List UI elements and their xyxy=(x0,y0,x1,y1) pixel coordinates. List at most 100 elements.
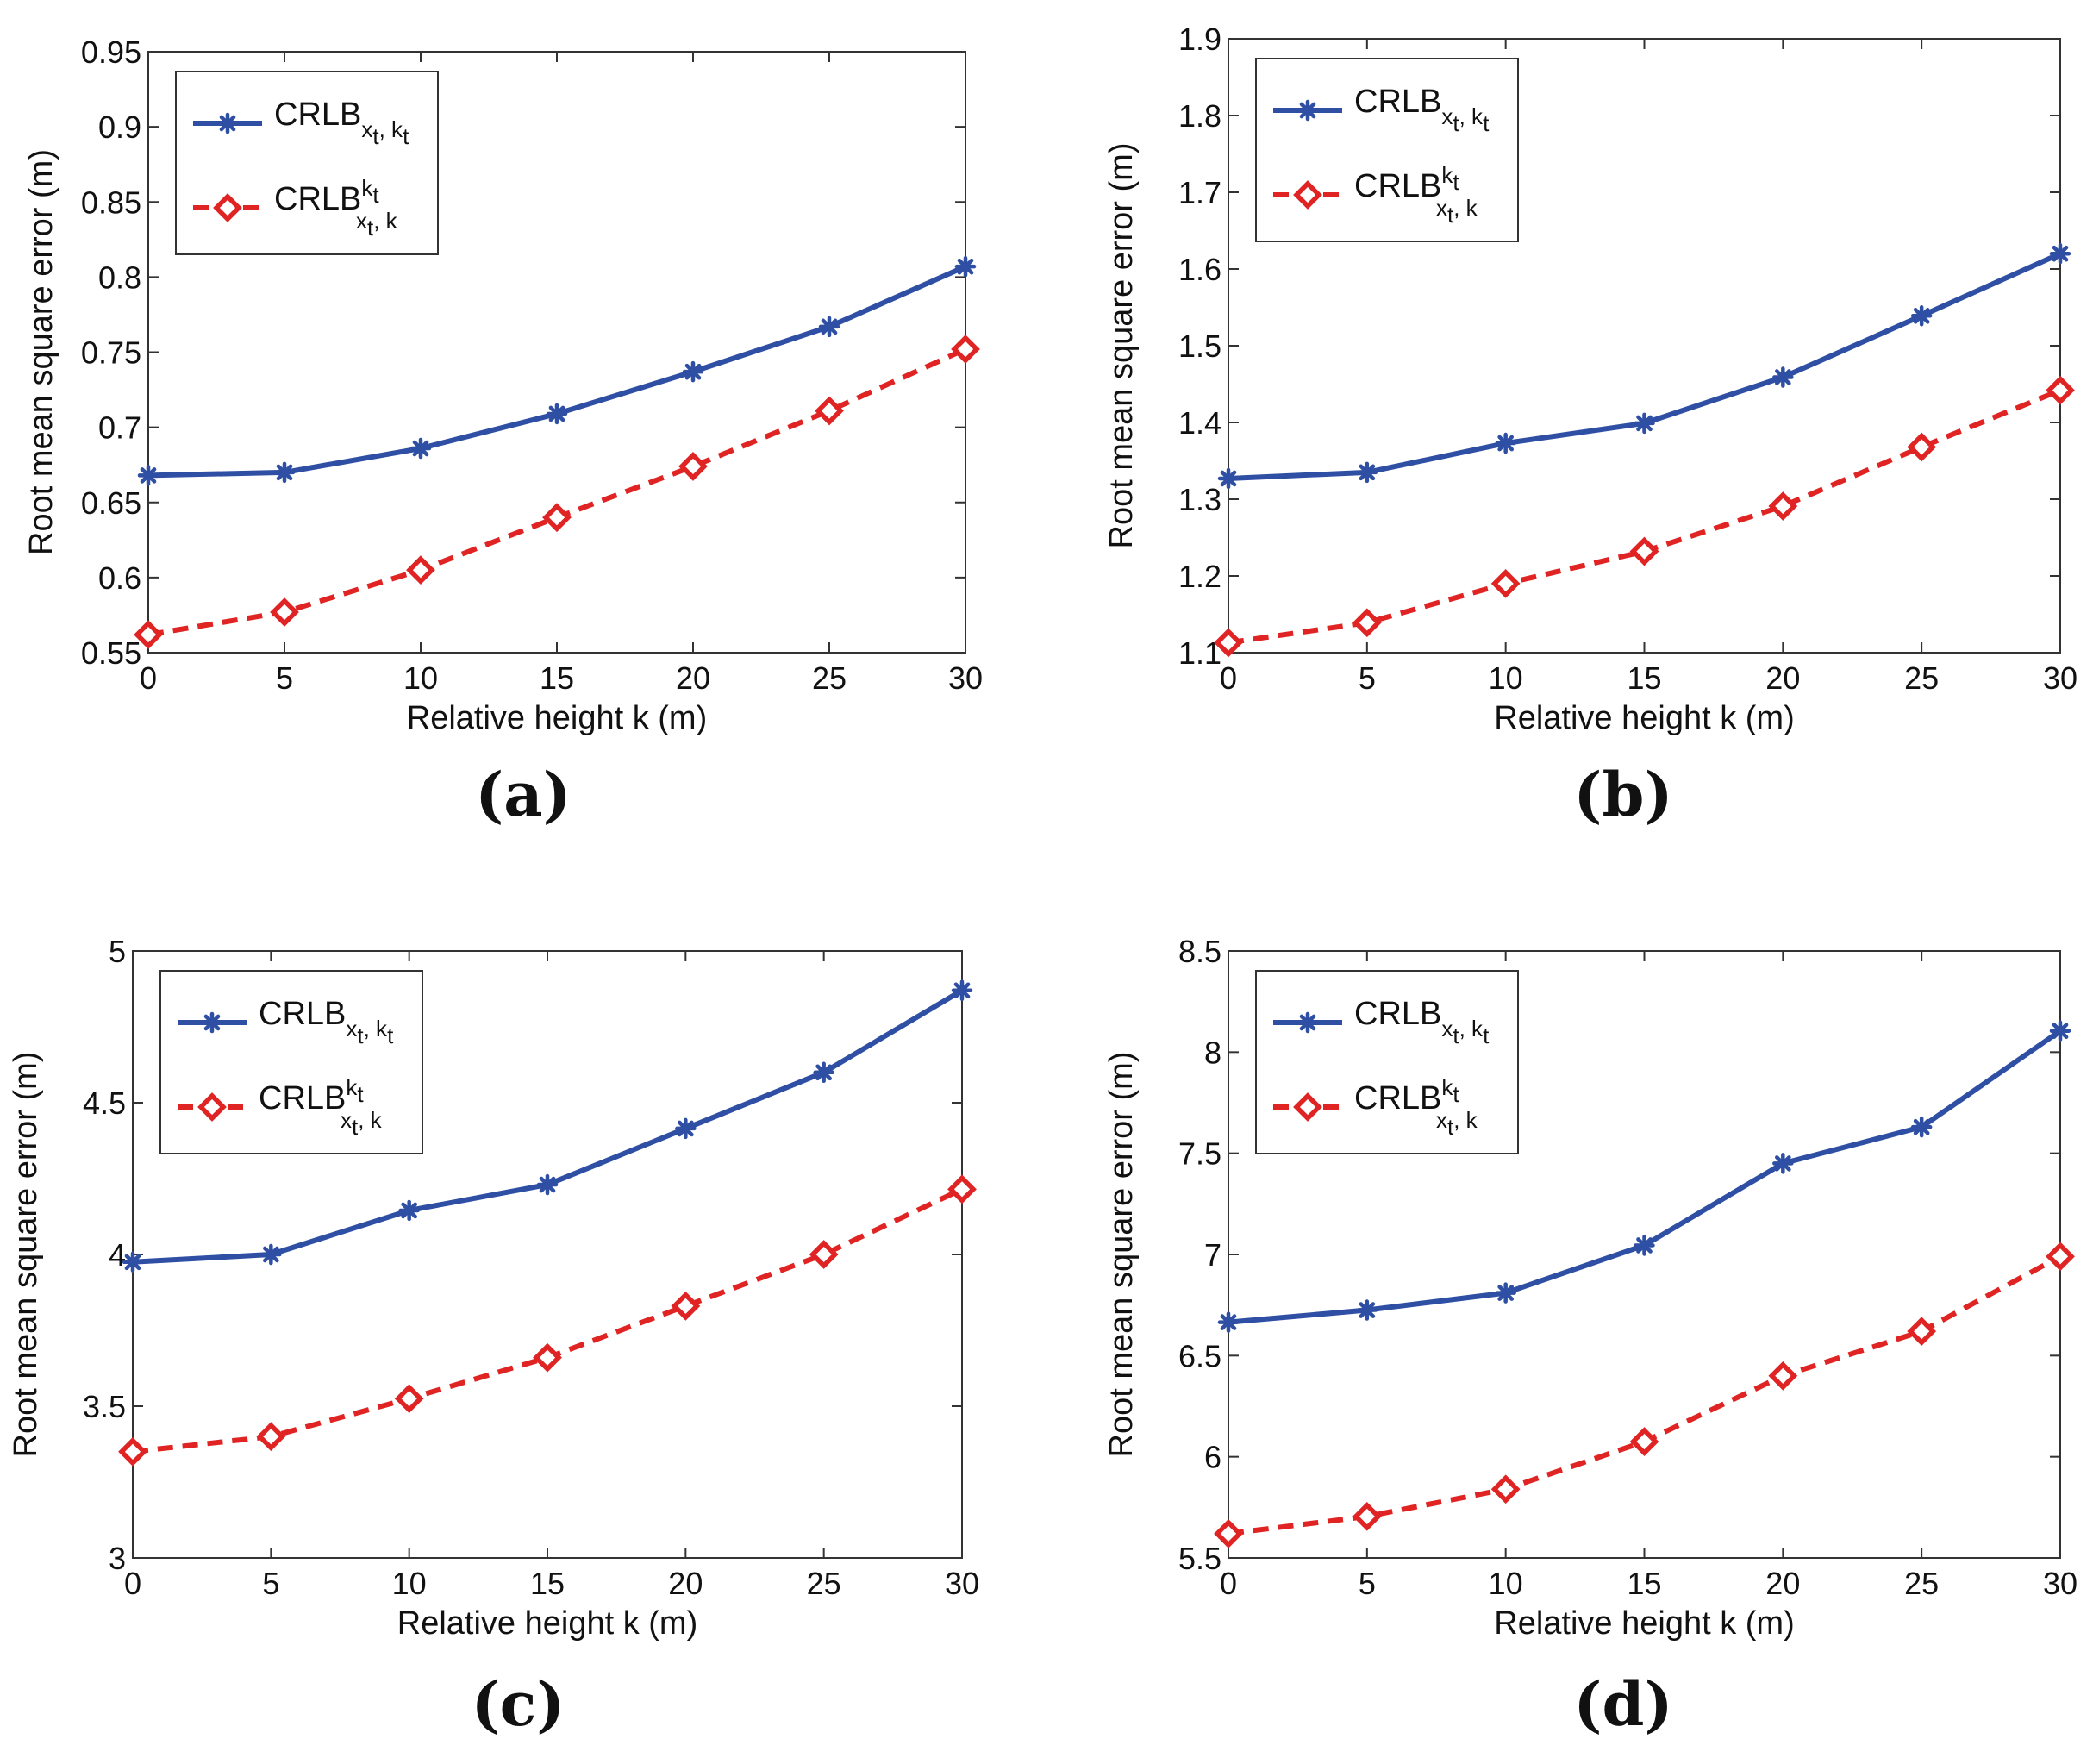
data-point-diamond xyxy=(1768,1361,1798,1391)
y-tick-label: 0.6 xyxy=(98,560,141,596)
data-point-asterisk xyxy=(273,461,296,484)
chart-panel-d: 0 5 10 15 20 25 30 5.5 6 6.5 7 7.5 8 8.5 Relative heig… xyxy=(1103,934,2077,1642)
y-tick-label: 0.85 xyxy=(81,185,141,220)
y-axis-title: Root mean square error (m) xyxy=(8,1052,44,1458)
x-tick-label: 5 xyxy=(1359,1566,1376,1601)
y-tick-label: 1.8 xyxy=(1178,98,1221,134)
y-tick-label: 7 xyxy=(1204,1237,1221,1273)
x-axis-title: Relative height k (m) xyxy=(1494,700,1794,736)
legend-marker-diamond xyxy=(1293,1092,1322,1122)
legend-label: CRLBxt, kt xyxy=(274,97,409,149)
x-tick-label: 30 xyxy=(2043,660,2077,696)
data-point-asterisk xyxy=(260,1243,282,1266)
chart-panel-a: 0 5 10 15 20 25 30 0.55 0.6 0.65 0.7 0.75 0.8 0.85 0.9… xyxy=(23,34,983,736)
data-point-asterisk xyxy=(675,1117,697,1140)
y-tick-label: 0.8 xyxy=(98,260,141,295)
legend-label-sub: x xyxy=(1436,195,1447,221)
data-point-asterisk xyxy=(818,316,840,338)
x-tick-label: 30 xyxy=(945,1566,979,1601)
legend-box xyxy=(159,970,423,1154)
x-tick-label: 0 xyxy=(1220,1566,1237,1601)
data-point-asterisk xyxy=(1495,432,1516,454)
legend-label-sup-sub: t xyxy=(372,182,379,208)
data-point-diamond xyxy=(1629,536,1659,566)
data-point-diamond xyxy=(406,555,435,585)
legend-label: CRLBkt xt, k xyxy=(1354,1074,1478,1140)
legend-marker-asterisk xyxy=(1296,1011,1319,1034)
x-tick-label: 0 xyxy=(140,660,157,696)
legend-box xyxy=(1255,58,1519,242)
x-tick-label: 5 xyxy=(276,660,293,696)
data-point-diamond xyxy=(1490,1474,1521,1504)
legend-marker-asterisk xyxy=(201,1011,223,1034)
x-tick-label: 5 xyxy=(1359,660,1376,696)
data-point-diamond xyxy=(951,335,980,364)
legend-label-sub: x xyxy=(356,208,367,234)
y-tick-label: 0.55 xyxy=(81,635,141,671)
y-tick-label: 1.5 xyxy=(1178,328,1221,364)
x-tick-label: 0 xyxy=(124,1566,141,1601)
legend-label-main: CRLB xyxy=(1354,1080,1441,1117)
data-point-asterisk xyxy=(1634,1235,1655,1256)
data-point-diamond xyxy=(1768,491,1798,521)
x-tick-label: 20 xyxy=(1765,660,1800,696)
legend-label-sub-rest: , k xyxy=(1453,195,1478,221)
data-point-diamond xyxy=(533,1342,562,1373)
x-tick-label: 25 xyxy=(1904,660,1939,696)
data-point-asterisk xyxy=(951,979,973,1002)
legend-label-sup: k xyxy=(1441,1074,1453,1100)
data-point-diamond xyxy=(1214,1518,1243,1548)
x-tick-label: 30 xyxy=(948,660,983,696)
data-point-diamond xyxy=(1629,1427,1659,1456)
x-tick-label: 25 xyxy=(807,1566,841,1601)
y-tick-label: 1.3 xyxy=(1178,482,1221,517)
legend-label-main: CRLB xyxy=(259,996,346,1032)
legend-label: CRLBkt xt, k xyxy=(259,1074,383,1140)
y-tick-label: 3.5 xyxy=(83,1389,126,1424)
data-point-diamond xyxy=(256,1422,286,1452)
legend-box xyxy=(1255,970,1519,1154)
legend-marker-asterisk xyxy=(1296,99,1319,122)
data-point-asterisk xyxy=(1356,1299,1378,1321)
legend-label-sub: x xyxy=(1436,1107,1447,1133)
data-point-diamond xyxy=(1352,608,1382,638)
data-point-asterisk xyxy=(2049,1020,2071,1042)
x-tick-label: 25 xyxy=(1904,1566,1939,1601)
panel-caption-b: (b) xyxy=(1573,759,1673,830)
data-point-asterisk xyxy=(1356,461,1378,484)
x-tick-label: 20 xyxy=(668,1566,703,1601)
legend-label-sub-sub: t xyxy=(367,215,374,241)
y-tick-label: 6 xyxy=(1204,1440,1221,1475)
data-point-asterisk xyxy=(1217,1311,1240,1333)
legend-marker-asterisk xyxy=(216,112,239,134)
legend-label-sub-sub: t xyxy=(372,123,379,149)
data-point-asterisk xyxy=(813,1061,834,1084)
data-point-asterisk xyxy=(1772,366,1794,388)
x-tick-label: 10 xyxy=(1489,660,1523,696)
y-tick-label: 0.7 xyxy=(98,410,141,446)
legend-label-sub-sub2: t xyxy=(1483,1023,1490,1048)
data-point-asterisk xyxy=(1910,305,1933,327)
legend-label-sub-rest: , k xyxy=(1459,103,1484,129)
legend-label-sub-sub: t xyxy=(352,1114,359,1140)
data-point-diamond xyxy=(394,1384,424,1414)
legend-label-sub: x xyxy=(346,1016,357,1042)
data-point-diamond xyxy=(809,1240,839,1269)
legend-label-sub: x xyxy=(1441,1016,1453,1042)
y-tick-label: 1.2 xyxy=(1178,559,1221,594)
legend-label-sup-sub: t xyxy=(1453,169,1459,195)
data-point-asterisk xyxy=(1217,467,1240,490)
data-point-asterisk xyxy=(122,1251,144,1273)
data-point-diamond xyxy=(671,1291,701,1321)
legend-label-sub-sub: t xyxy=(357,1023,364,1048)
x-tick-label: 20 xyxy=(676,660,710,696)
data-point-asterisk xyxy=(398,1199,420,1222)
legend-label: CRLBxt, kt xyxy=(1354,996,1490,1048)
data-point-diamond xyxy=(815,396,844,426)
y-tick-label: 1.9 xyxy=(1178,22,1221,57)
data-point-asterisk xyxy=(682,360,704,383)
legend-label: CRLBxt, kt xyxy=(259,996,394,1048)
legend-label: CRLBxt, kt xyxy=(1354,84,1490,136)
y-tick-label: 3 xyxy=(109,1541,126,1576)
legend-label-sup-sub: t xyxy=(1453,1081,1459,1107)
